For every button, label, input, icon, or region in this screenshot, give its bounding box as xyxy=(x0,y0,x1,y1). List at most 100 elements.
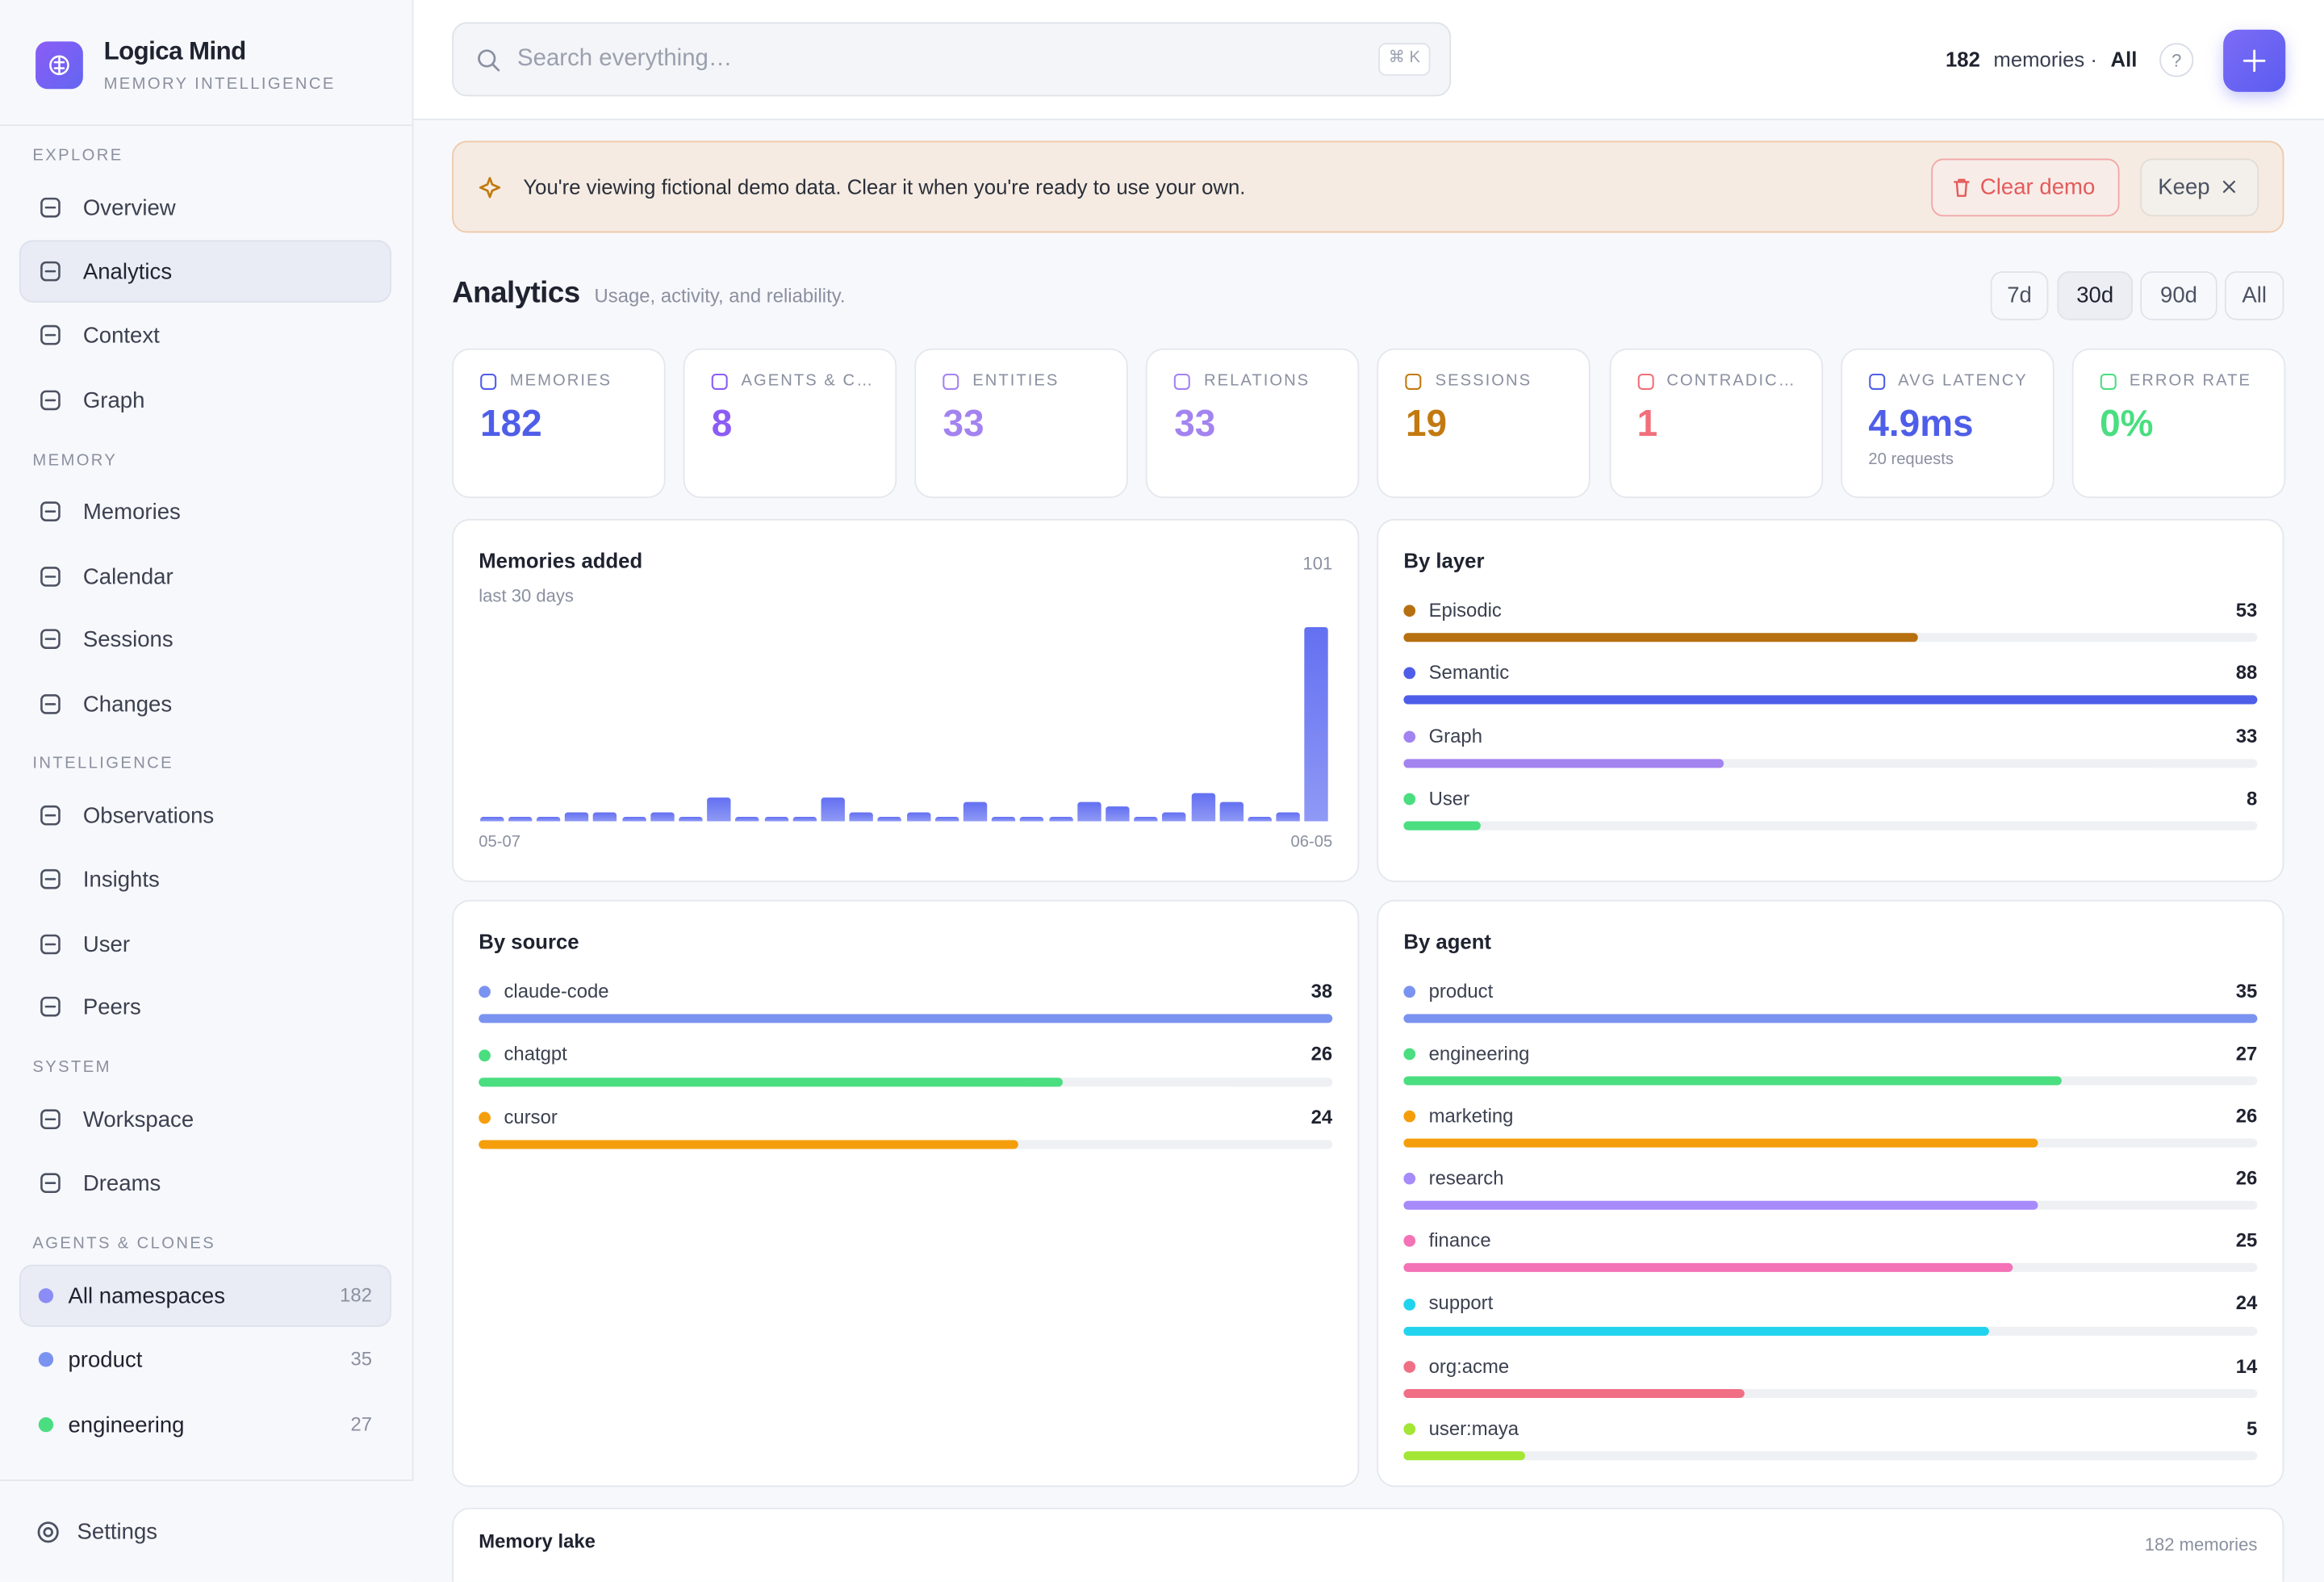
nav-icon xyxy=(39,388,62,412)
search-box[interactable] xyxy=(452,22,1452,97)
range-button[interactable] xyxy=(2140,271,2217,320)
icon-svg xyxy=(40,261,61,282)
page-subtitle: Usage, activity, and reliability. xyxy=(594,284,846,308)
nav-item[interactable]: Overview xyxy=(82,195,176,220)
clear-button[interactable] xyxy=(1931,158,2120,217)
bar xyxy=(1076,802,1101,822)
bar xyxy=(479,1140,1018,1149)
nav-item[interactable]: Dreams xyxy=(82,1170,161,1196)
nav-item[interactable]: Graph xyxy=(82,387,145,413)
nav-item[interactable]: Sessions xyxy=(82,626,173,652)
nav-item[interactable]: Peers xyxy=(82,994,141,1019)
chart-card xyxy=(452,518,1360,882)
legend-dot xyxy=(1403,1422,1416,1435)
row-value: 26 xyxy=(2235,1166,2258,1190)
namespace-label[interactable]: All namespaces xyxy=(68,1283,225,1308)
add-icon xyxy=(2241,48,2268,74)
nav-icon xyxy=(39,1107,62,1131)
bar xyxy=(877,816,902,822)
row-label: research xyxy=(1428,1166,1504,1190)
namespace-label[interactable]: product xyxy=(68,1346,143,1372)
icon-svg xyxy=(40,390,61,411)
bar xyxy=(1276,811,1301,822)
row-label: User xyxy=(1428,786,1470,810)
scope[interactable]: All xyxy=(2110,48,2138,72)
nav-item[interactable]: Analytics xyxy=(82,258,173,284)
range-button[interactable] xyxy=(2224,271,2284,320)
lake-title: Memory lake xyxy=(479,1530,596,1552)
bar xyxy=(479,1014,1333,1023)
stat-icon xyxy=(479,372,498,391)
row-value: 25 xyxy=(2235,1229,2258,1252)
icon-svg xyxy=(40,1109,61,1130)
range-button[interactable] xyxy=(2057,271,2134,320)
help[interactable]: ? xyxy=(2171,49,2182,71)
icon-svg xyxy=(2222,180,2236,193)
icon-svg xyxy=(40,197,61,218)
chart-total: 101 xyxy=(1302,552,1333,574)
bar xyxy=(1106,806,1130,822)
namespace-active xyxy=(19,1264,391,1327)
range-label[interactable]: All xyxy=(2242,282,2267,308)
sidebar-bottom xyxy=(0,1479,414,1582)
stat-value: 8 xyxy=(711,402,733,445)
icon-svg xyxy=(943,373,959,390)
stat-icon xyxy=(1172,372,1192,391)
section-title: EXPLORE xyxy=(32,147,123,165)
row-label: marketing xyxy=(1428,1104,1514,1128)
bar xyxy=(564,811,589,822)
stat-icon xyxy=(1404,372,1423,391)
nav-item[interactable]: Context xyxy=(82,322,160,348)
settings[interactable]: Settings xyxy=(77,1518,158,1544)
bar xyxy=(1134,816,1159,822)
row-value: 24 xyxy=(1310,1106,1333,1128)
nav-item[interactable]: Observations xyxy=(82,802,215,828)
keep-button[interactable] xyxy=(2140,158,2259,217)
bar xyxy=(1403,1263,2014,1273)
stat-label: ERROR RATE xyxy=(2129,372,2252,391)
stat-icon xyxy=(942,372,961,391)
icon-svg xyxy=(40,934,61,955)
sidebar xyxy=(0,0,414,1582)
bar xyxy=(621,816,646,822)
legend-dot xyxy=(1403,1360,1416,1373)
nav-icon xyxy=(39,693,62,716)
section-title: INTELLIGENCE xyxy=(32,755,174,773)
bar xyxy=(763,816,788,822)
icon-svg xyxy=(2100,373,2117,390)
bar xyxy=(1403,1201,2038,1211)
nav-icon xyxy=(39,627,62,651)
range-label[interactable]: 30d xyxy=(2076,282,2114,308)
nav-icon xyxy=(39,259,62,282)
x-start: 05-07 xyxy=(479,833,520,852)
icon-svg xyxy=(40,567,61,587)
range-button[interactable] xyxy=(1990,271,2049,320)
range-label[interactable]: 7d xyxy=(2007,282,2032,308)
nav-item[interactable]: Memories xyxy=(82,499,181,525)
row-label: finance xyxy=(1428,1229,1491,1252)
nav-item[interactable]: Workspace xyxy=(82,1107,194,1132)
bar xyxy=(1162,811,1187,822)
nav-item[interactable]: User xyxy=(82,931,131,957)
stat-label: SESSIONS xyxy=(1435,372,1532,391)
memory-count: 182 xyxy=(1945,48,1980,72)
nav-item[interactable]: Calendar xyxy=(82,563,173,590)
legend-dot xyxy=(1403,1111,1416,1123)
stat-icon xyxy=(1867,372,1887,391)
nav-item[interactable]: Changes xyxy=(82,691,173,718)
card-title: By source xyxy=(479,929,579,954)
bar xyxy=(679,816,703,822)
card-title: By layer xyxy=(1403,548,1485,573)
nav-icon xyxy=(39,195,62,219)
namespace-label[interactable]: engineering xyxy=(68,1412,185,1438)
page-title: Analytics xyxy=(452,277,580,310)
bar xyxy=(1403,1388,1745,1398)
icon-svg xyxy=(40,501,61,521)
nav-icon xyxy=(39,500,62,523)
nav-item[interactable]: Insights xyxy=(82,866,160,892)
icon-svg xyxy=(1636,373,1653,390)
namespace-count: 27 xyxy=(350,1412,373,1435)
legend-dot xyxy=(1403,986,1416,998)
bar xyxy=(1403,1076,2063,1086)
range-label[interactable]: 90d xyxy=(2160,282,2197,308)
